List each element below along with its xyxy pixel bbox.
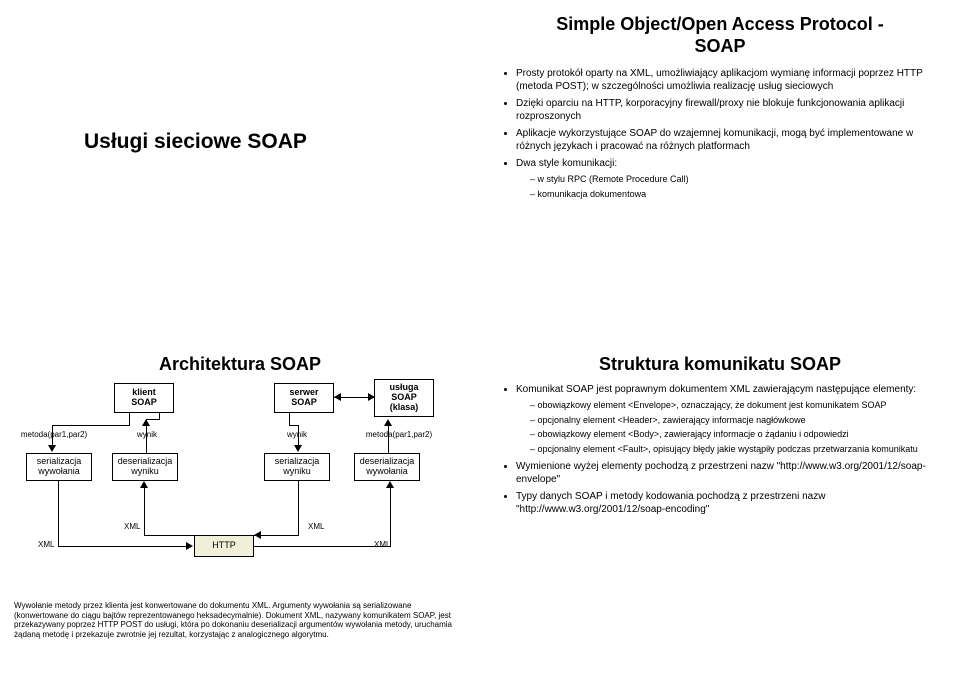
sub-item: w stylu RPC (Remote Procedure Call) (530, 174, 946, 186)
arrow-line (146, 419, 160, 420)
sub-item: opcjonalny element <Fault>, opisujący bł… (530, 444, 946, 456)
bullet-item: Komunikat SOAP jest poprawnym dokumentem… (516, 383, 946, 456)
slide-bottom-left: Architektura SOAP klientSOAP serwerSOAP … (0, 340, 480, 679)
slide-title: Usługi sieciowe SOAP (84, 130, 466, 154)
slide-title: Simple Object/Open Access Protocol - SOA… (494, 14, 946, 57)
title-line-1: Simple Object/Open Access Protocol - (556, 14, 883, 34)
sub-item: komunikacja dokumentowa (530, 189, 946, 201)
label-xml: XML (38, 541, 54, 550)
arrow-head (368, 393, 375, 401)
label-xml: XML (308, 523, 324, 532)
box-klient: klientSOAP (114, 383, 174, 413)
bullet-text: Dwa style komunikacji: (516, 158, 617, 169)
box-deser-wyw: deserializacjawywołania (354, 453, 420, 481)
box-serwer: serwerSOAP (274, 383, 334, 413)
arrow-line (289, 413, 290, 425)
label-metoda-right: metoda(par1,par2) (359, 431, 439, 440)
bullet-item: Typy danych SOAP i metody kodowania poch… (516, 490, 946, 516)
box-ser-wyn: serializacjawyniku (264, 453, 330, 481)
arrow-head (254, 531, 261, 539)
arrow-line (159, 413, 160, 420)
arrow-head (386, 481, 394, 488)
box-usluga: usługaSOAP(klasa) (374, 379, 434, 417)
arrow-head (48, 445, 56, 452)
slide-top-left: Usługi sieciowe SOAP (0, 0, 480, 340)
arrow-line (129, 413, 130, 425)
bullet-item: Aplikacje wykorzystujące SOAP do wzajemn… (516, 127, 946, 153)
arrow-line (58, 546, 188, 547)
arrow-head (186, 542, 193, 550)
arrow-line (52, 425, 130, 426)
architecture-diagram: klientSOAP serwerSOAP usługaSOAP(klasa) … (14, 383, 466, 593)
title-line-2: SOAP (694, 36, 745, 56)
bullet-item: Dzięki oparciu na HTTP, korporacyjny fir… (516, 97, 946, 123)
sub-item: obowiązkowy element <Envelope>, oznaczaj… (530, 400, 946, 412)
arrow-line (298, 481, 299, 535)
arrow-line (52, 425, 53, 447)
sub-item: obowiązkowy element <Body>, zawierający … (530, 429, 946, 441)
arrow-line (144, 487, 145, 535)
label-metoda-left: metoda(par1,par2) (14, 431, 94, 440)
sub-list: obowiązkowy element <Envelope>, oznaczaj… (516, 400, 946, 456)
slide-title: Struktura komunikatu SOAP (494, 354, 946, 375)
slide-title: Architektura SOAP (14, 354, 466, 375)
arrow-line (254, 546, 390, 547)
bullet-text: Komunikat SOAP jest poprawnym dokumentem… (516, 384, 916, 395)
bullet-list: Komunikat SOAP jest poprawnym dokumentem… (494, 383, 946, 516)
arrow-line (58, 481, 59, 546)
bullet-item: Dwa style komunikacji: w stylu RPC (Remo… (516, 157, 946, 200)
bullet-item: Wymienione wyżej elementy pochodzą z prz… (516, 460, 946, 486)
arrow-head (294, 445, 302, 452)
arrow-line (388, 425, 389, 453)
arrow-line (298, 425, 299, 447)
box-deser-wyn: deserializacjawyniku (112, 453, 178, 481)
arrow-head (384, 419, 392, 426)
diagram-caption: Wywołanie metody przez klienta jest konw… (14, 601, 466, 639)
slide-bottom-right: Struktura komunikatu SOAP Komunikat SOAP… (480, 340, 960, 679)
arrow-head (140, 481, 148, 488)
sub-list: w stylu RPC (Remote Procedure Call) komu… (516, 174, 946, 200)
arrow-line (390, 487, 391, 547)
arrow-line (144, 535, 194, 536)
box-http: HTTP (194, 535, 254, 557)
label-wynik-right: wynik (272, 431, 322, 440)
bullet-list: Prosty protokół oparty na XML, umożliwia… (494, 67, 946, 200)
label-wynik-left: wynik (122, 431, 172, 440)
arrow-line (146, 425, 147, 453)
slide-top-right: Simple Object/Open Access Protocol - SOA… (480, 0, 960, 340)
box-ser-wyw: serializacjawywołania (26, 453, 92, 481)
arrow-head (334, 393, 341, 401)
sub-item: opcjonalny element <Header>, zawierający… (530, 415, 946, 427)
bullet-item: Prosty protokół oparty na XML, umożliwia… (516, 67, 946, 93)
arrow-head (142, 419, 150, 426)
label-xml: XML (124, 523, 140, 532)
